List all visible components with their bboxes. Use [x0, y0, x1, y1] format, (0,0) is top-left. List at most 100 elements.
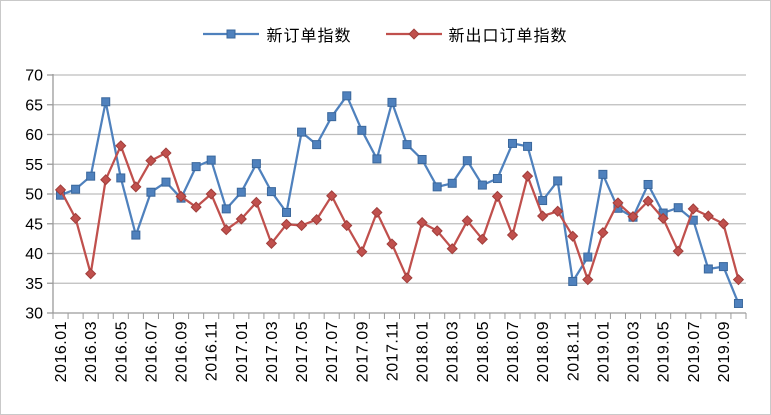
data-point-diamond: [160, 147, 172, 159]
data-point-diamond: [205, 188, 217, 200]
data-point-diamond: [311, 213, 323, 226]
data-point-square: [417, 154, 427, 164]
data-point-diamond: [461, 215, 473, 227]
y-axis-tick-label: 35: [25, 276, 43, 293]
legend-square: [226, 29, 236, 39]
data-point-diamond: [672, 245, 684, 257]
data-point-diamond: [597, 227, 609, 239]
new-export-orders-line: [59, 144, 740, 281]
x-axis-tick-label: 2019.07: [686, 321, 703, 382]
data-point-diamond: [416, 216, 428, 229]
data-point-square: [116, 173, 126, 183]
data-point-diamond: [476, 233, 488, 245]
data-point-diamond: [265, 237, 278, 249]
x-axis-tick-label: 2017.03: [264, 321, 281, 382]
x-axis-tick-label: 2017.09: [354, 321, 371, 382]
data-point-diamond: [687, 203, 699, 215]
data-point-diamond: [190, 201, 202, 213]
data-point-diamond: [250, 196, 262, 208]
data-point-diamond: [552, 205, 564, 217]
data-point-square: [357, 125, 367, 135]
data-point-diamond: [521, 170, 534, 182]
data-point-square: [402, 140, 412, 150]
data-point-diamond: [446, 243, 458, 255]
data-point-square: [191, 162, 201, 172]
y-axis-tick-label: 40: [25, 246, 43, 263]
data-point-diamond: [115, 140, 127, 152]
data-point-diamond: [371, 206, 383, 219]
data-point-square: [327, 112, 337, 122]
data-point-square: [101, 97, 111, 107]
data-point-square: [297, 127, 307, 137]
data-point-square: [703, 264, 713, 274]
data-point-diamond: [326, 190, 338, 202]
data-point-square: [523, 141, 533, 151]
x-axis-tick-label: 2017.11: [384, 321, 401, 381]
legend-item-new-export-orders: 新出口订单指数: [385, 22, 568, 46]
data-point-square: [372, 154, 382, 164]
y-axis-tick-label: 45: [25, 216, 43, 233]
data-point-diamond: [702, 210, 714, 222]
data-point-diamond: [175, 190, 187, 202]
data-point-diamond: [642, 195, 654, 207]
data-point-square: [477, 180, 487, 190]
new-orders-line: [60, 94, 740, 304]
data-point-diamond: [69, 212, 82, 225]
data-point-diamond: [100, 174, 112, 186]
x-axis-tick-label: 2019.05: [656, 321, 673, 382]
x-axis-tick-label: 2017.01: [234, 321, 251, 382]
data-point-diamond: [130, 181, 142, 193]
legend-square-marker-icon: [203, 29, 260, 39]
data-point-diamond: [295, 219, 308, 232]
x-axis-tick-label: 2018.07: [505, 321, 522, 382]
x-axis-tick-label: 2018.05: [475, 321, 492, 382]
x-axis-tick-label: 2016.09: [174, 321, 191, 382]
data-point-diamond: [401, 272, 413, 284]
legend-diamond-marker-icon: [385, 28, 442, 40]
data-point-square: [312, 140, 322, 150]
x-axis-tick-label: 2016.11: [204, 321, 221, 381]
data-point-diamond: [582, 274, 594, 286]
data-point-diamond: [567, 230, 579, 242]
legend-item-new-orders: 新订单指数: [203, 22, 351, 46]
data-point-square: [146, 187, 156, 197]
x-axis-tick-label: 2018.01: [415, 321, 432, 382]
data-point-square: [492, 174, 502, 184]
legend: 新订单指数 新出口订单指数: [1, 22, 770, 46]
data-point-square: [342, 91, 352, 101]
y-axis-tick-label: 70: [25, 68, 43, 85]
x-axis-tick-label: 2018.03: [445, 321, 462, 382]
data-point-diamond: [612, 197, 624, 209]
legend-diamond: [407, 28, 420, 40]
data-point-square: [462, 156, 472, 166]
data-point-diamond: [341, 219, 353, 232]
data-point-square: [387, 97, 397, 107]
data-point-diamond: [145, 155, 157, 167]
x-axis-tick-label: 2016.05: [113, 321, 130, 382]
data-point-diamond: [54, 184, 67, 196]
data-point-square: [71, 184, 81, 194]
x-axis-tick-label: 2016.03: [83, 321, 100, 382]
y-axis-tick-label: 50: [25, 187, 43, 204]
data-point-diamond: [220, 224, 232, 236]
data-point-square: [86, 171, 96, 181]
x-axis-tick-label: 2019.03: [626, 321, 643, 382]
data-point-diamond: [717, 218, 730, 230]
data-point-square: [718, 262, 728, 272]
data-point-square: [643, 179, 653, 189]
data-point-square: [206, 155, 216, 165]
x-axis-tick-label: 2017.05: [294, 321, 311, 382]
y-axis-tick-label: 30: [25, 306, 43, 323]
data-point-square: [598, 169, 608, 179]
data-point-diamond: [732, 274, 745, 286]
data-point-diamond: [506, 229, 519, 241]
data-point-square: [673, 203, 683, 213]
data-point-diamond: [235, 213, 247, 225]
x-axis-tick-label: 2016.01: [53, 321, 70, 382]
data-point-diamond: [356, 246, 368, 258]
data-point-diamond: [85, 268, 97, 280]
data-point-square: [131, 230, 141, 240]
data-point-square: [432, 182, 442, 192]
data-point-diamond: [386, 238, 398, 250]
